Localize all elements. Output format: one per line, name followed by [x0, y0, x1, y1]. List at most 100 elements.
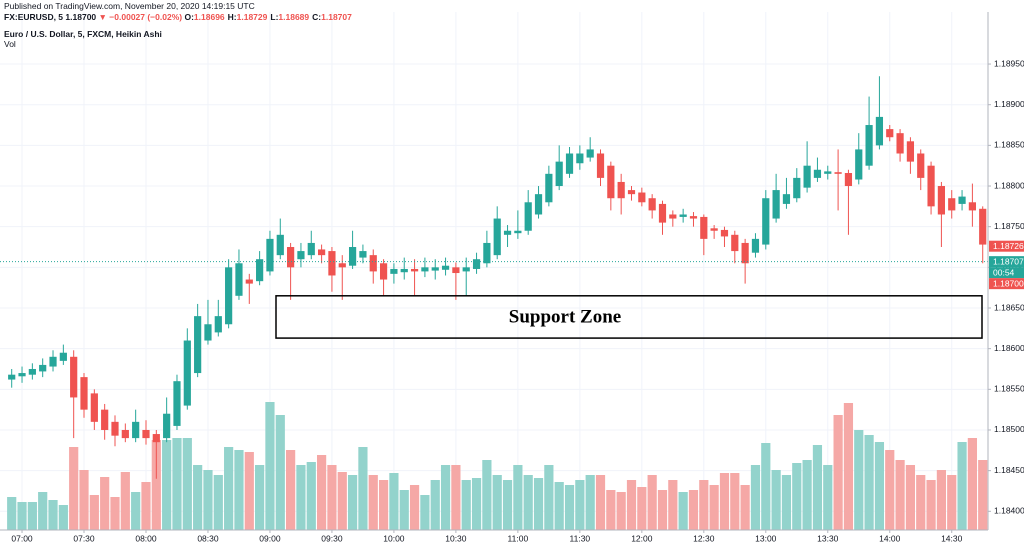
candle-body	[39, 364, 47, 372]
candle-body	[28, 368, 36, 375]
x-tick-label: 07:00	[11, 533, 33, 543]
candle-body	[452, 267, 460, 274]
candle-body	[937, 186, 945, 215]
volume-title: Vol	[4, 39, 16, 49]
volume-bar	[626, 480, 637, 530]
volume-bar	[916, 475, 926, 530]
volume-bar	[575, 480, 585, 530]
x-tick-label: 08:00	[135, 533, 157, 543]
volume-bar	[812, 445, 823, 530]
ohlc: O:1.18696 H:1.18729 L:1.18689 C:1.18707	[184, 12, 354, 22]
y-tick-label: 1.18650	[994, 302, 1024, 312]
candle-body	[762, 198, 770, 245]
price-tag-label: 1.18700	[993, 278, 1024, 288]
volume-bar	[719, 473, 730, 530]
volume-bar	[657, 490, 668, 530]
volume-bar	[781, 475, 792, 530]
candle-body	[8, 374, 16, 380]
y-tick-label: 1.18950	[994, 58, 1024, 68]
candle-body	[101, 409, 109, 430]
candle-body	[710, 228, 718, 231]
volume-bar	[327, 465, 337, 530]
candle-body	[865, 125, 873, 166]
x-tick-label: 08:30	[197, 533, 219, 543]
volume-bar	[461, 480, 471, 530]
volume-bar	[833, 415, 843, 530]
volume-bar	[709, 485, 719, 530]
ohlc-key: H:	[227, 12, 237, 22]
ohlc-value: 1.18689	[278, 12, 310, 22]
candle-body	[493, 218, 501, 256]
y-tick-label: 1.18850	[994, 140, 1024, 150]
volume-bar	[926, 480, 936, 530]
candle-body	[813, 169, 822, 178]
candle-body	[793, 177, 801, 199]
volume-bar	[58, 505, 68, 530]
x-tick-label: 09:00	[259, 533, 281, 543]
candle-body	[751, 238, 760, 253]
support-zone-label: Support Zone	[509, 306, 621, 327]
candle-body	[720, 229, 729, 237]
volume-bar	[358, 447, 368, 530]
candle-body	[772, 190, 780, 219]
volume-bar	[182, 438, 192, 530]
candle-body	[235, 263, 243, 296]
candle-body	[70, 356, 78, 398]
volume-bar	[162, 440, 172, 530]
volume-bar	[48, 500, 58, 530]
candle-body	[431, 267, 439, 271]
candle-body	[245, 279, 253, 284]
candle-body	[968, 202, 976, 211]
candle-body	[927, 165, 935, 207]
candle-body	[421, 267, 429, 272]
candle-body	[359, 251, 367, 258]
candle-body	[565, 153, 574, 174]
volume-bar	[502, 480, 513, 530]
candle-body	[958, 196, 966, 204]
candle-body	[328, 251, 336, 276]
volume-bar	[317, 455, 327, 530]
volume-bar	[864, 435, 874, 530]
volume-bar	[79, 470, 89, 530]
volume-bar	[193, 465, 203, 530]
volume-bar	[740, 485, 750, 530]
ohlc-key: C:	[312, 12, 322, 22]
y-tick-label: 1.18600	[994, 343, 1024, 353]
volume-bar	[141, 482, 151, 530]
volume-bar	[957, 442, 967, 530]
volume-bar	[131, 492, 141, 530]
ohlc-value: 1.18707	[321, 12, 352, 22]
candle-body	[514, 230, 522, 234]
volume-bar	[38, 492, 48, 530]
legend-title: Euro / U.S. Dollar, 5, FXCM, Heikin Ashi	[4, 29, 162, 39]
candle-body	[80, 377, 88, 410]
volume-bar	[616, 492, 626, 530]
candle-body	[121, 429, 129, 439]
candle-body	[731, 234, 739, 252]
candle-body	[297, 251, 305, 260]
ohlc-key: L:	[270, 12, 279, 22]
x-tick-label: 09:30	[321, 533, 343, 543]
volume-bar	[471, 478, 482, 530]
candle-body	[472, 259, 481, 269]
volume-bar	[100, 477, 110, 530]
candle-body	[979, 208, 987, 245]
volume-bar	[843, 403, 854, 530]
volume-bar	[224, 447, 234, 530]
volume-bar	[151, 440, 161, 530]
volume-bar	[967, 438, 977, 530]
candle-body	[18, 373, 26, 377]
ohlc-key: O:	[184, 12, 194, 22]
candle-body	[204, 324, 212, 341]
candle-body	[276, 234, 284, 256]
volume-bar	[275, 415, 285, 530]
support-zone	[275, 295, 983, 339]
volume-bar	[265, 402, 275, 530]
volume-bar	[895, 460, 905, 530]
candle-body	[627, 190, 636, 195]
volume-bar	[947, 475, 957, 530]
price-tag	[989, 278, 1024, 290]
volume-bar	[420, 495, 430, 530]
volume-bar	[27, 502, 37, 530]
y-tick-label: 1.18450	[994, 465, 1024, 475]
